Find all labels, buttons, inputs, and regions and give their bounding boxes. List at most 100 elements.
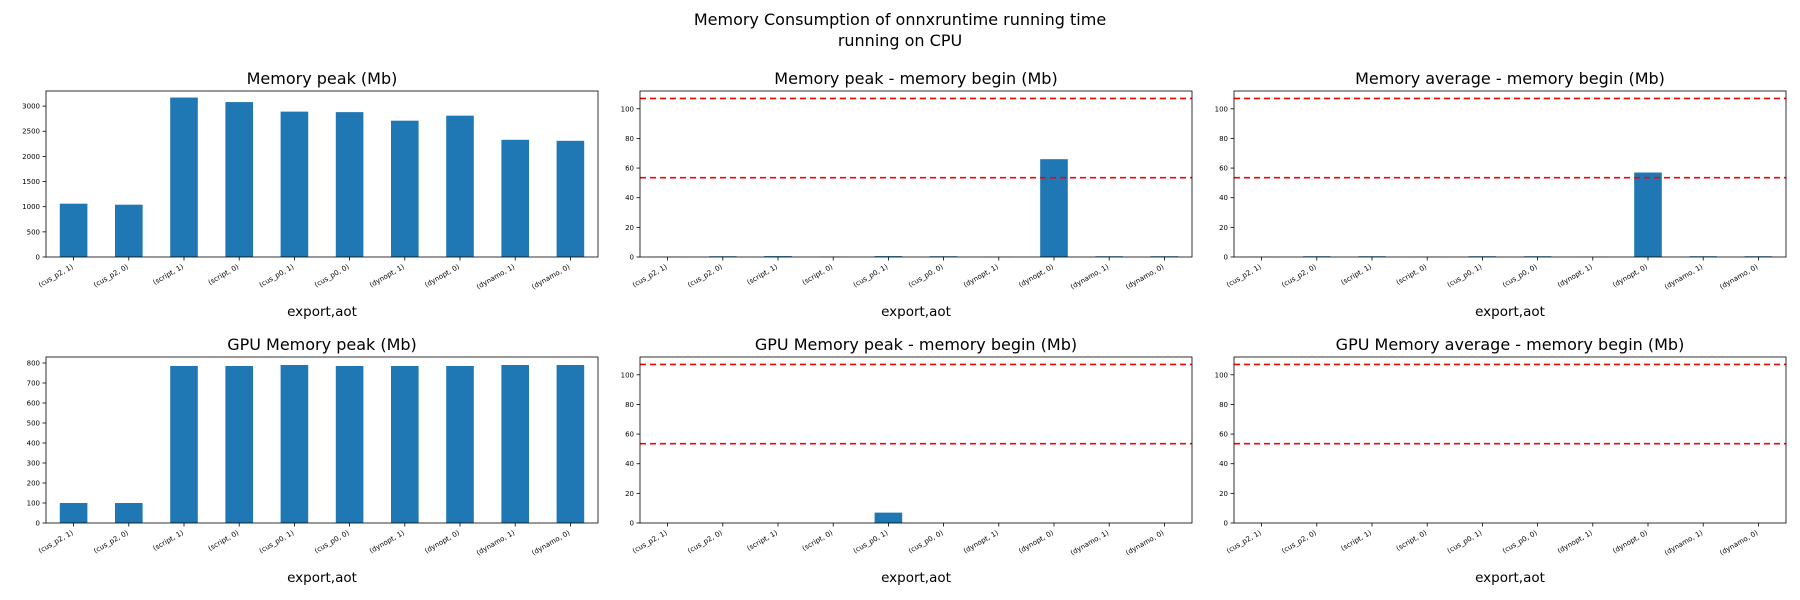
y-tick-label: 400 — [27, 440, 40, 448]
bar — [874, 512, 903, 523]
y-tick-label: 40 — [625, 460, 634, 468]
y-tick-label: 20 — [625, 490, 634, 498]
x-tick-label: (dynopt, 0) — [1017, 263, 1055, 289]
bar — [556, 140, 585, 257]
x-tick-label: (cus_p2, 0) — [1280, 263, 1318, 289]
y-tick-label: 40 — [1219, 460, 1228, 468]
bar — [170, 366, 198, 523]
y-tick-label: 100 — [1215, 105, 1228, 113]
x-tick-label: (cus_p2, 1) — [1225, 263, 1263, 289]
x-tick-label: (dynamo, 0) — [1718, 263, 1759, 291]
bar — [1634, 172, 1662, 257]
x-axis-label: export,aot — [881, 570, 951, 586]
x-tick-label: (script, 1) — [746, 529, 780, 553]
bar — [446, 115, 474, 257]
y-tick-label: 60 — [1219, 431, 1228, 439]
y-tick-label: 60 — [625, 431, 634, 439]
y-tick-label: 100 — [27, 500, 40, 508]
bar — [225, 102, 253, 257]
x-tick-label: (script, 0) — [207, 263, 241, 287]
x-tick-label: (script, 1) — [1340, 263, 1374, 287]
axes-frame — [45, 356, 599, 524]
axes-frame — [639, 90, 1193, 258]
x-tick-label: (cus_p2, 1) — [1225, 529, 1263, 555]
axes-frame — [639, 356, 1193, 524]
x-tick-label: (dynopt, 1) — [1556, 263, 1594, 289]
x-tick-label: (dynamo, 0) — [1718, 529, 1759, 557]
y-tick-label: 80 — [1219, 401, 1228, 409]
x-tick-label: (cus_p0, 1) — [1446, 263, 1484, 289]
x-tick-label: (script, 0) — [801, 263, 835, 287]
subplot-title: GPU Memory peak - memory begin (Mb) — [755, 335, 1077, 354]
x-tick-label: (cus_p2, 1) — [631, 529, 669, 555]
y-tick-label: 60 — [1219, 165, 1228, 173]
y-tick-label: 100 — [1215, 371, 1228, 379]
y-tick-label: 3000 — [22, 103, 40, 111]
x-tick-label: (dynamo, 0) — [530, 529, 571, 557]
y-tick-label: 0 — [1224, 520, 1228, 528]
y-tick-label: 100 — [621, 371, 634, 379]
x-tick-label: (dynopt, 0) — [1611, 263, 1649, 289]
x-tick-label: (dynamo, 0) — [530, 263, 571, 291]
x-tick-label: (dynamo, 1) — [1663, 529, 1704, 557]
y-tick-label: 0 — [36, 520, 40, 528]
y-tick-label: 0 — [36, 254, 40, 262]
x-tick-label: (dynopt, 0) — [423, 263, 461, 289]
x-tick-label: (cus_p0, 0) — [1501, 263, 1539, 289]
x-tick-label: (cus_p0, 1) — [852, 529, 890, 555]
x-tick-label: (cus_p0, 0) — [1501, 529, 1539, 555]
x-tick-label: (dynamo, 1) — [475, 529, 516, 557]
x-tick-label: (script, 1) — [1340, 529, 1374, 553]
x-tick-label: (dynamo, 1) — [1069, 263, 1110, 291]
bar — [115, 503, 143, 523]
bar — [335, 112, 364, 257]
y-tick-label: 2500 — [22, 128, 40, 136]
x-tick-label: (cus_p0, 0) — [907, 529, 945, 555]
y-tick-label: 200 — [27, 480, 40, 488]
y-tick-label: 2000 — [22, 153, 40, 161]
x-tick-label: (dynamo, 0) — [1124, 529, 1165, 557]
x-tick-label: (cus_p2, 1) — [631, 263, 669, 289]
y-tick-label: 1500 — [22, 178, 40, 186]
x-tick-label: (dynamo, 0) — [1124, 263, 1165, 291]
axes-frame — [1233, 90, 1787, 258]
y-tick-label: 80 — [625, 135, 634, 143]
axes-frame — [45, 90, 599, 258]
subplot-title: Memory peak - memory begin (Mb) — [774, 69, 1057, 88]
x-tick-label: (cus_p0, 1) — [852, 263, 890, 289]
bar — [335, 366, 364, 523]
x-axis-label: export,aot — [287, 570, 357, 586]
bar — [170, 97, 198, 257]
y-tick-label: 700 — [27, 380, 40, 388]
x-tick-label: (script, 0) — [207, 529, 241, 553]
y-tick-label: 100 — [621, 105, 634, 113]
subplot-title: Memory peak (Mb) — [247, 69, 398, 88]
suptitle-line-2: running on CPU — [838, 31, 962, 50]
x-tick-label: (script, 0) — [1395, 263, 1429, 287]
subplot-2: 0 20 40 60 80 100 (cus_p2, 1) (cus_p2, 0) (scrip… — [621, 69, 1193, 320]
bar — [225, 366, 253, 523]
x-tick-label: (script, 1) — [746, 263, 780, 287]
y-tick-label: 80 — [625, 401, 634, 409]
x-tick-label: (dynopt, 1) — [1556, 529, 1594, 555]
x-tick-label: (dynopt, 1) — [368, 529, 406, 555]
x-tick-label: (cus_p2, 0) — [92, 263, 130, 289]
x-tick-label: (cus_p0, 0) — [907, 263, 945, 289]
bar — [501, 139, 529, 257]
y-tick-label: 60 — [625, 165, 634, 173]
x-tick-label: (cus_p2, 1) — [37, 529, 75, 555]
y-tick-label: 500 — [27, 420, 40, 428]
y-tick-label: 20 — [625, 224, 634, 232]
subplot-1: 0 500 1000 1500 2000 2500 3000 (cus_p2, 1) (cus_… — [22, 69, 599, 320]
x-tick-label: (dynopt, 0) — [1611, 529, 1649, 555]
x-tick-label: (script, 0) — [1395, 529, 1429, 553]
subplot-5: 0 20 40 60 80 100 (cus_p2, 1) (cus_p2, 0) (scrip… — [621, 335, 1193, 586]
y-tick-label: 20 — [1219, 490, 1228, 498]
bar — [280, 365, 309, 523]
x-axis-label: export,aot — [881, 304, 951, 320]
bar — [1040, 159, 1068, 257]
y-tick-label: 80 — [1219, 135, 1228, 143]
y-tick-label: 0 — [630, 520, 634, 528]
